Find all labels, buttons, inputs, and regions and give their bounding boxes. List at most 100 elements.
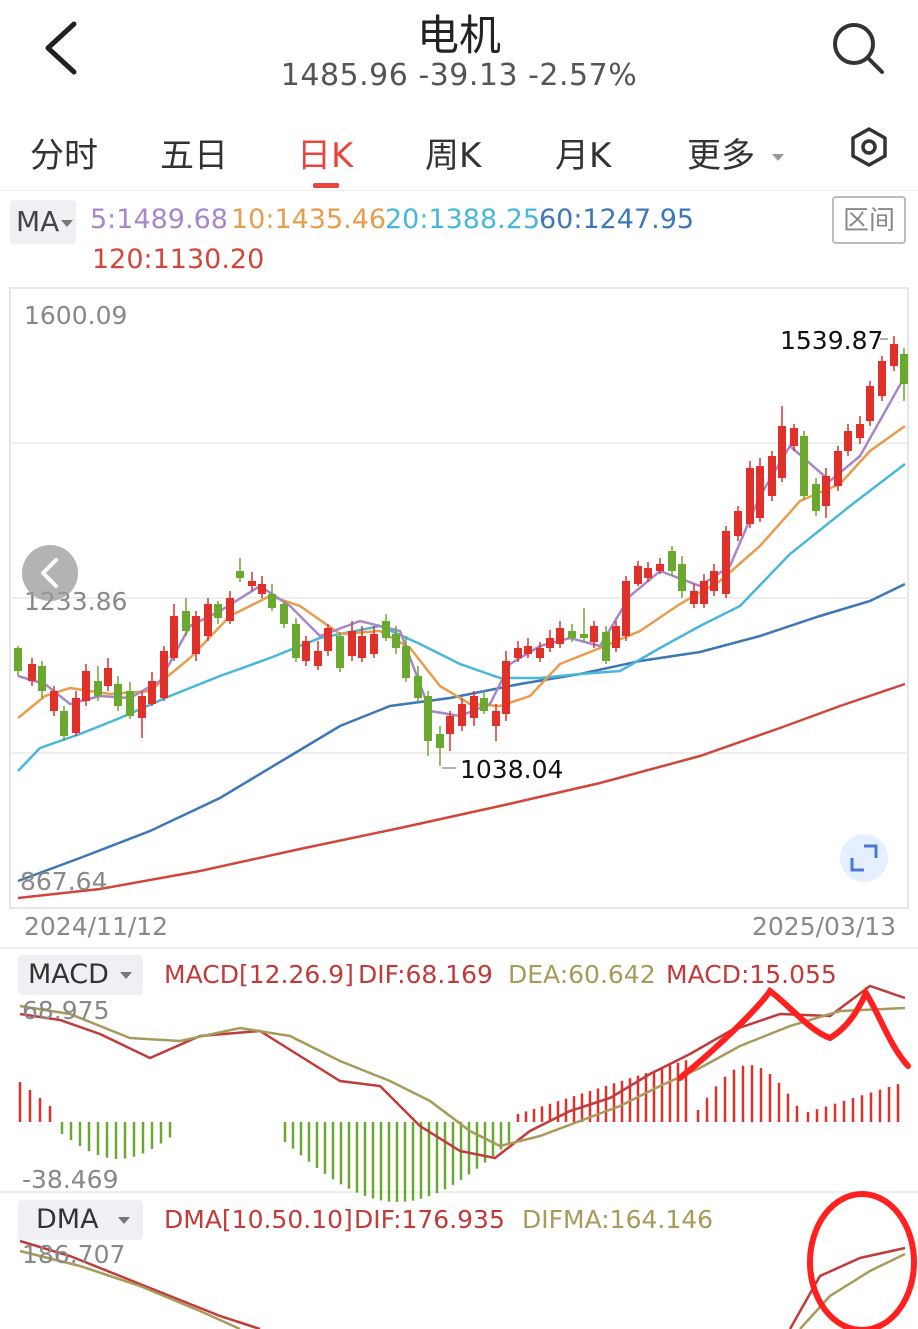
candle-body: [556, 628, 564, 644]
candle-body: [280, 604, 288, 624]
tab-five-day[interactable]: 五日: [160, 136, 228, 176]
candle-body: [314, 651, 322, 666]
candle-body: [644, 568, 652, 578]
fullscreen-icon[interactable]: [840, 834, 888, 882]
macd-histogram: [18, 1060, 900, 1202]
candle-body: [844, 431, 852, 451]
candle-body: [382, 621, 390, 638]
candle-body: [358, 636, 366, 658]
candle-body: [126, 691, 134, 716]
start-date: 2024/11/12: [24, 912, 169, 941]
kline-chart[interactable]: 1600.09 1233.86 867.64 1539.87 1038.04 -…: [0, 286, 918, 1329]
candle-body: [94, 681, 102, 696]
tab-daily-k[interactable]: 日K: [297, 136, 354, 176]
dma-difma-value: DIFMA:164.146: [522, 1205, 714, 1234]
candle-body: [622, 581, 630, 636]
macd-dea-line: [19, 1004, 906, 1148]
candle-body: [746, 468, 754, 524]
macd-indicator-selector[interactable]: MACD: [18, 955, 143, 995]
candle-body: [590, 626, 598, 642]
ma10-value: 10:1435.46: [231, 204, 387, 235]
macd-params: MACD[12.26.9]: [164, 960, 354, 989]
ma60-value: 60:1247.95: [539, 204, 695, 235]
candle-body: [214, 604, 222, 618]
chevron-left-icon[interactable]: [22, 545, 78, 601]
dropdown-caret-icon: [771, 154, 784, 161]
candle-body: [370, 634, 378, 654]
candle-body: [768, 456, 776, 496]
period-tabs: 分时 五日 日K 周K 月K 更多: [0, 110, 918, 191]
ma-selector-label: MA: [16, 205, 60, 238]
candle-body: [458, 704, 466, 726]
tab-minute[interactable]: 分时: [30, 136, 98, 176]
tab-monthly-k[interactable]: 月K: [555, 136, 612, 176]
macd-axis-bottom: -38.469: [22, 1165, 119, 1194]
candle-body: [436, 734, 444, 748]
search-icon[interactable]: [828, 18, 888, 78]
candle-body: [50, 691, 58, 711]
candle-body: [710, 571, 718, 591]
candle-body: [612, 626, 620, 648]
candle-body: [492, 711, 500, 726]
candle-body: [866, 386, 874, 421]
candle-body: [470, 696, 478, 718]
macd-dea-value: DEA:60.642: [508, 960, 656, 989]
dma-selector-label: DMA: [36, 1204, 99, 1235]
candle-body: [402, 646, 410, 678]
dma-dif-line: [19, 1239, 261, 1329]
candle-body: [734, 511, 742, 536]
candle-body: [656, 564, 664, 571]
candle-body: [336, 636, 344, 668]
dma-axis-top: 186.707: [22, 1240, 126, 1269]
candle-body: [324, 628, 332, 651]
candle-body: [668, 551, 676, 571]
annotation-stroke: [677, 986, 911, 1081]
candle-body: [258, 584, 266, 594]
dma-difma-line-right: [799, 1252, 906, 1329]
candle-body: [778, 426, 786, 478]
candle-body: [248, 581, 256, 586]
candle-body: [502, 661, 510, 714]
candle-body: [856, 424, 864, 438]
top-bar: 电机 1485.96 -39.13 -2.57%: [0, 0, 918, 110]
dma-indicator-selector[interactable]: DMA: [18, 1200, 143, 1240]
candle-body: [182, 611, 190, 631]
candle-body: [690, 591, 698, 604]
candle-body: [226, 598, 234, 621]
dma-dif-line-right: [788, 1246, 906, 1329]
settings-hexagon-icon[interactable]: [848, 126, 890, 168]
annotation-circle: [807, 1191, 917, 1329]
range-button[interactable]: 区间: [832, 196, 906, 244]
ma-indicator-selector[interactable]: MA: [10, 200, 76, 244]
tab-weekly-k[interactable]: 周K: [425, 136, 482, 176]
price-axis-bottom: 867.64: [20, 867, 107, 896]
dropdown-caret-icon: [61, 219, 74, 227]
candle-body: [302, 641, 310, 661]
dma-difma-line: [19, 1249, 241, 1329]
macd-value: MACD:15.055: [666, 960, 837, 989]
candle-body: [900, 354, 908, 384]
page-title: 电机: [416, 11, 501, 60]
candle-body: [514, 648, 522, 658]
candle-body: [756, 466, 764, 518]
dma-params: DMA[10.50.10]: [164, 1205, 353, 1234]
back-arrow-icon[interactable]: [38, 18, 88, 78]
candle-body: [446, 716, 454, 734]
price-quote: 1485.96 -39.13 -2.57%: [280, 58, 638, 93]
candle-body: [28, 664, 36, 681]
candle-body: [812, 484, 820, 511]
candle-body: [546, 638, 554, 648]
active-tab-indicator: [313, 183, 339, 188]
candle-body: [192, 616, 200, 654]
ma120-line: [17, 682, 906, 900]
candle-body: [634, 566, 642, 584]
dma-dif-value: DIF:176.935: [354, 1205, 505, 1234]
low-price-label: 1038.04: [460, 755, 563, 784]
candle-body: [536, 648, 544, 658]
candle-body: [60, 711, 68, 736]
high-price-label: 1539.87: [780, 326, 883, 355]
ma5-value: 5:1489.68: [90, 204, 228, 235]
dropdown-caret-icon: [119, 972, 132, 979]
tab-more[interactable]: 更多: [687, 128, 784, 177]
candle-body: [268, 594, 276, 608]
